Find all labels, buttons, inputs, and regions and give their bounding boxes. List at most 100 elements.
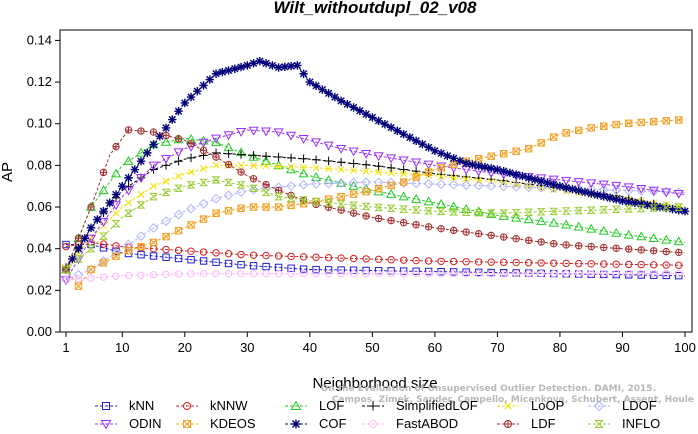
data-point [587,189,596,198]
data-point [124,173,133,183]
data-point [137,127,145,135]
data-point [212,258,220,266]
data-point [437,269,445,278]
data-point [198,138,209,148]
data-point [162,177,170,185]
data-point [548,217,559,227]
data-point [149,192,158,201]
data-point [474,258,483,266]
data-point [148,161,159,171]
data-point [462,258,470,266]
data-point [511,208,521,217]
data-point [136,157,146,166]
data-point [61,265,71,274]
data-point [286,131,297,141]
data-point [137,242,145,251]
data-point [236,150,246,159]
data-point [436,207,446,216]
data-point [87,203,95,211]
data-point [449,208,459,216]
data-point [99,168,108,177]
data-point [562,259,570,268]
data-point [599,192,608,201]
data-point [374,185,383,193]
data-point [324,198,334,207]
data-point [623,185,634,196]
data-point [143,148,152,158]
data-point [173,148,184,158]
data-point [136,201,146,209]
data-point [680,207,690,216]
legend-label: INFLO [622,416,660,431]
data-point [187,140,195,148]
data-point [637,118,645,127]
data-point [362,255,370,263]
data-point [249,175,258,183]
legend-marker [183,420,191,428]
data-point [361,160,371,169]
data-point [86,223,96,233]
data-point [618,196,627,205]
data-point [343,99,352,109]
data-point [311,138,322,148]
data-point [462,228,470,236]
data-point [549,269,558,278]
data-point [624,197,633,207]
data-point [324,89,333,98]
data-point [330,92,340,102]
data-point [293,61,302,70]
data-point [149,238,158,247]
data-point [212,269,220,278]
data-point [474,269,483,278]
data-point [650,261,658,269]
data-point [286,194,296,202]
data-point [362,269,370,278]
data-point [324,203,333,211]
data-point [411,206,421,214]
data-point [174,227,183,235]
data-point [187,168,195,176]
data-point [586,223,597,233]
data-point [187,269,195,278]
data-point [161,188,171,197]
data-point [374,116,383,126]
x-tick-label: 1 [62,340,69,355]
data-point [374,203,384,212]
data-point [274,269,283,278]
data-point [287,201,295,210]
data-point [186,92,196,102]
data-point [611,185,622,196]
data-point [574,186,583,195]
data-point [399,267,408,275]
data-point [224,269,233,278]
data-point [250,162,258,170]
data-point [324,253,333,262]
data-point [655,202,665,212]
data-point [243,61,252,70]
data-point [298,179,309,190]
data-point [112,252,120,260]
data-point [74,282,83,290]
data-point [411,178,422,189]
data-point [98,217,109,227]
credit-line-1: Campos, Zimek, Sander, Campello, Micenko… [332,395,694,405]
plot-frame [59,29,693,333]
data-point [200,165,208,173]
data-point [374,162,383,171]
y-tick-label: 0.06 [27,199,52,214]
data-point [137,271,145,279]
legend-label: FastABOD [396,416,458,431]
data-point [224,178,233,187]
data-point [199,178,208,187]
data-point [449,257,458,266]
data-point [537,269,545,278]
data-point [625,245,633,253]
data-point [487,269,495,278]
data-point [74,234,83,242]
data-point [361,177,372,188]
data-point [675,261,683,269]
data-point [299,265,308,273]
data-point [299,196,309,204]
data-point [623,229,634,239]
